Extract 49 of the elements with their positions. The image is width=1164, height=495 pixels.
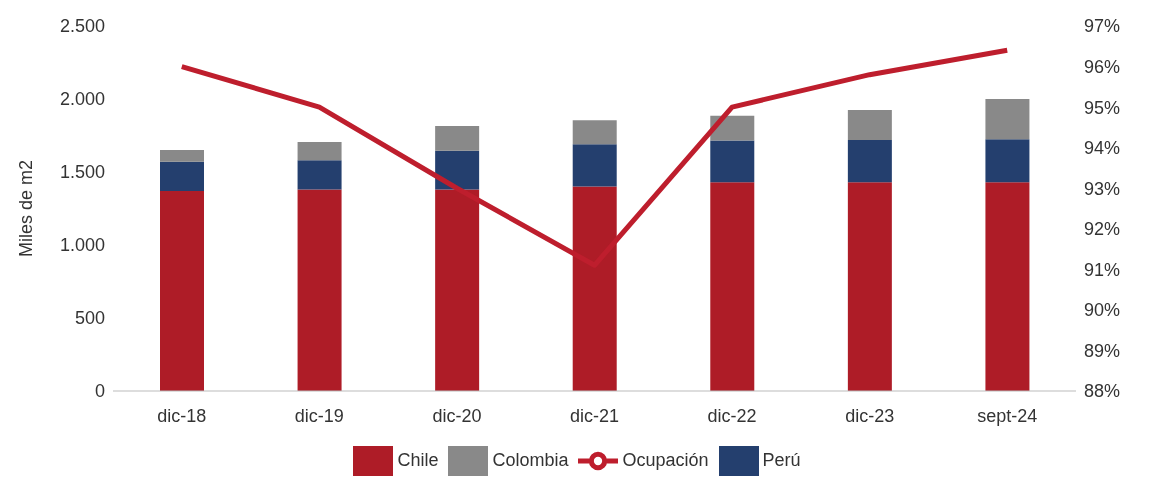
y-tick-label: 2.500 — [59, 16, 105, 37]
bar — [297, 189, 342, 391]
bar — [985, 182, 1030, 391]
x-tick-label: dic-22 — [707, 405, 757, 426]
bar — [435, 126, 480, 151]
y-tick-label: 1.000 — [59, 235, 105, 256]
y2-tick-label: 93% — [1084, 178, 1121, 199]
x-tick-label: dic-20 — [432, 405, 482, 426]
y-tick-label: 500 — [74, 308, 105, 329]
y2-tick-label: 88% — [1084, 381, 1121, 402]
y2-tick-label: 95% — [1084, 97, 1121, 118]
legend-label: Perú — [762, 449, 801, 470]
bar — [435, 189, 480, 391]
y2-tick-label: 94% — [1084, 138, 1121, 159]
bar — [160, 161, 204, 191]
bar — [847, 139, 892, 183]
y-axis-title: Miles de m2 — [16, 159, 37, 258]
y2-tick-label: 89% — [1084, 340, 1121, 361]
y2-tick-label: 92% — [1084, 219, 1121, 240]
x-tick-label: dic-23 — [845, 405, 895, 426]
y-tick-label: 0 — [94, 381, 105, 402]
bar — [435, 150, 480, 190]
y2-tick-label: 96% — [1084, 56, 1121, 77]
legend-label: Chile — [397, 449, 439, 470]
x-tick-label: sept-24 — [977, 405, 1038, 426]
bar — [710, 140, 755, 183]
bar — [297, 160, 342, 190]
bar — [710, 182, 755, 391]
bar — [297, 142, 342, 161]
bar — [985, 139, 1030, 183]
bar — [572, 120, 617, 145]
legend-label: Colombia — [492, 449, 569, 470]
bar — [847, 109, 892, 140]
y-tick-label: 2.000 — [59, 89, 105, 110]
x-tick-label: dic-19 — [294, 405, 344, 426]
legend-label: Ocupación — [622, 449, 709, 470]
bar — [985, 99, 1030, 140]
x-tick-label: dic-18 — [157, 405, 207, 426]
bar — [160, 190, 204, 391]
x-tick-label: dic-21 — [569, 405, 620, 426]
bar — [572, 186, 617, 391]
y2-tick-label: 90% — [1084, 300, 1121, 321]
y2-tick-label: 97% — [1084, 16, 1121, 37]
y-tick-label: 1.500 — [59, 162, 105, 183]
bar — [160, 150, 204, 162]
bar — [710, 115, 755, 141]
bar — [572, 144, 617, 187]
y2-tick-label: 91% — [1084, 259, 1121, 280]
bar — [847, 182, 892, 391]
